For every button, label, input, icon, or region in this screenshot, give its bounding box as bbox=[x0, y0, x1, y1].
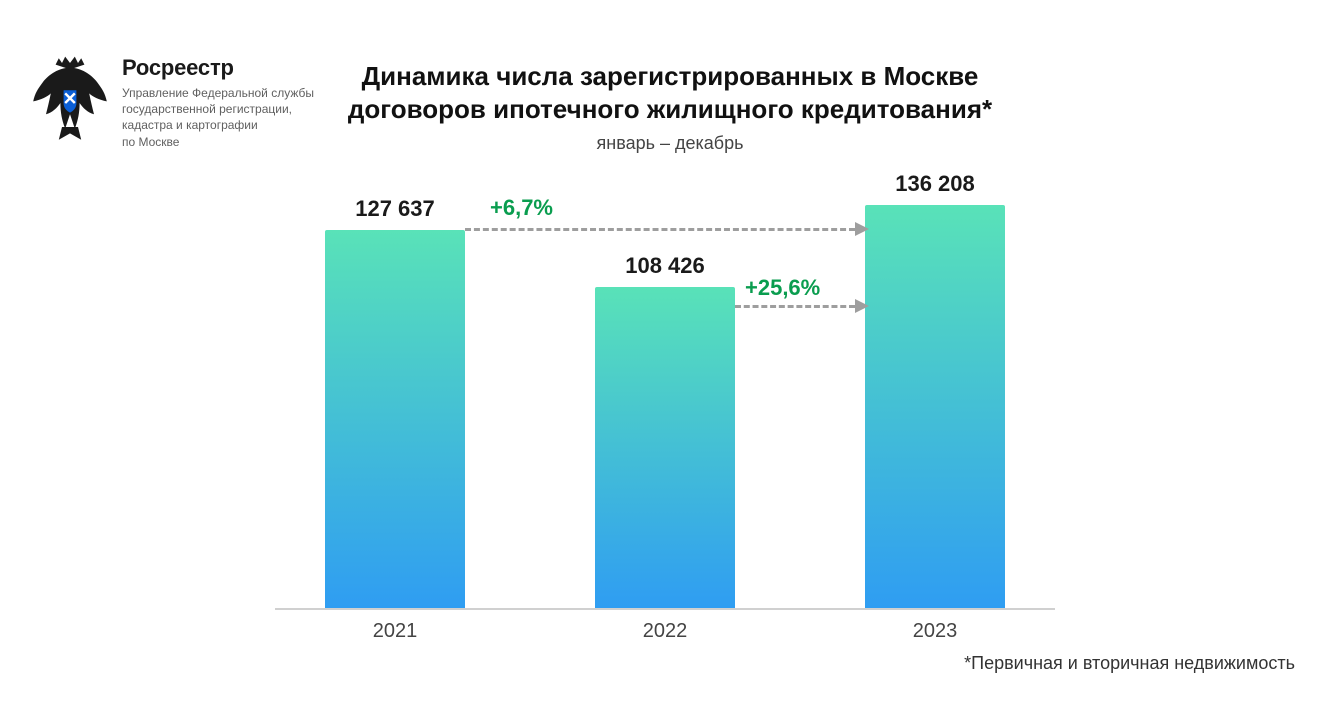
delta-label-1: +25,6% bbox=[745, 275, 820, 301]
bar-value-2022: 108 426 bbox=[575, 253, 755, 279]
title-block: Динамика числа зарегистрированных в Моск… bbox=[0, 60, 1340, 154]
delta-arrow-head-1 bbox=[855, 299, 869, 313]
x-label-2023: 2023 bbox=[865, 620, 1005, 643]
bar-2023 bbox=[865, 205, 1005, 608]
delta-label-0: +6,7% bbox=[490, 195, 553, 221]
x-label-2021: 2021 bbox=[325, 620, 465, 643]
x-label-2022: 2022 bbox=[595, 620, 735, 643]
delta-arrow-line-0 bbox=[465, 228, 855, 231]
chart-period: январь – декабрь bbox=[0, 133, 1340, 154]
delta-arrow-line-1 bbox=[735, 305, 855, 308]
footnote: *Первичная и вторичная недвижимость bbox=[964, 653, 1295, 674]
bar-2022 bbox=[595, 287, 735, 608]
chart-title: Динамика числа зарегистрированных в Моск… bbox=[0, 60, 1340, 125]
bar-value-2023: 136 208 bbox=[845, 171, 1025, 197]
infographic-root: Росреестр Управление Федеральной службы … bbox=[0, 0, 1340, 704]
delta-arrow-head-0 bbox=[855, 222, 869, 236]
bar-2021 bbox=[325, 230, 465, 608]
bar-chart: 127 6372021108 4262022136 2082023+6,7%+2… bbox=[275, 190, 1055, 610]
bar-value-2021: 127 637 bbox=[305, 196, 485, 222]
